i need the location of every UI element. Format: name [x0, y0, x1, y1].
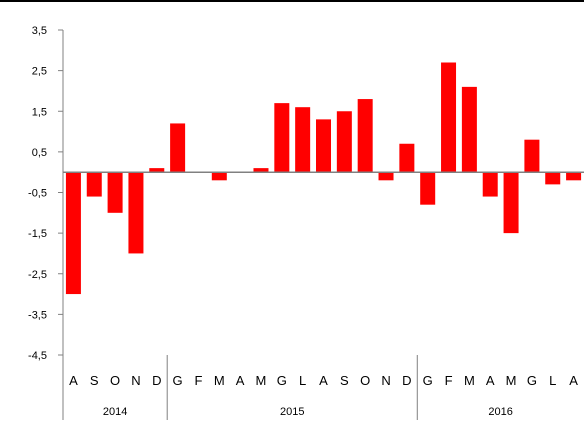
- y-tick-label: 2,5: [32, 66, 47, 78]
- y-tick-label: -2,5: [28, 269, 47, 281]
- bar: [461, 86, 477, 173]
- y-tick-label: 3,5: [32, 25, 47, 37]
- y-axis: 3,5 2,5 1,5 0,5 -0,5 -1,5 -2,5 -3,5 -4,5: [28, 25, 64, 362]
- x-tick-label: S: [90, 373, 99, 388]
- y-tick-label: -0,5: [28, 188, 47, 200]
- bar: [420, 172, 436, 205]
- bar: [524, 139, 540, 173]
- x-tick-label: O: [110, 373, 120, 388]
- x-tick-label: F: [445, 373, 453, 388]
- x-tick-label: D: [402, 373, 411, 388]
- x-tick-label: G: [277, 373, 287, 388]
- bar: [482, 172, 498, 197]
- x-tick-label: A: [486, 373, 495, 388]
- bar: [295, 107, 311, 173]
- bar: [545, 172, 561, 185]
- bar: [399, 143, 415, 173]
- x-tick-label: F: [194, 373, 202, 388]
- x-tick-label: M: [506, 373, 517, 388]
- bar: [274, 103, 290, 173]
- bar: [357, 99, 373, 173]
- y-tick-label: 1,5: [32, 106, 47, 118]
- bar: [128, 172, 144, 254]
- y-tick-label: -1,5: [28, 228, 47, 240]
- bar: [65, 172, 81, 295]
- bar: [316, 119, 331, 173]
- x-tick-label: A: [569, 373, 578, 388]
- bar: [211, 172, 227, 181]
- bar: [253, 168, 269, 173]
- bar: [441, 62, 457, 173]
- x-tick-label: A: [69, 373, 78, 388]
- bar: [149, 168, 165, 173]
- x-tick-label: M: [256, 373, 267, 388]
- year-label: 2015: [280, 406, 304, 418]
- x-tick-label: D: [152, 373, 161, 388]
- x-tick-label: O: [360, 373, 370, 388]
- bar: [86, 172, 102, 197]
- year-label: 2016: [488, 406, 512, 418]
- bar: [378, 172, 394, 181]
- x-tick-label: S: [340, 373, 349, 388]
- bars: [65, 62, 582, 295]
- x-tick-label: A: [319, 373, 328, 388]
- x-tick-label: L: [299, 373, 306, 388]
- bar: [107, 172, 123, 213]
- bar: [170, 123, 186, 173]
- y-tick-label: -3,5: [28, 309, 47, 321]
- x-tick-label: G: [173, 373, 183, 388]
- x-tick-label: M: [464, 373, 475, 388]
- y-tick-label: -4,5: [28, 350, 47, 362]
- bar: [336, 111, 352, 173]
- x-tick-label: M: [214, 373, 225, 388]
- x-tick-label: N: [381, 373, 390, 388]
- x-tick-label: L: [549, 373, 556, 388]
- x-tick-label: A: [236, 373, 245, 388]
- x-tick-label: G: [423, 373, 433, 388]
- year-label: 2014: [103, 406, 127, 418]
- bar: [566, 172, 582, 181]
- bar: [503, 172, 519, 234]
- x-tick-label: G: [527, 373, 537, 388]
- x-tick-label: N: [131, 373, 140, 388]
- y-tick-label: 0,5: [32, 147, 47, 159]
